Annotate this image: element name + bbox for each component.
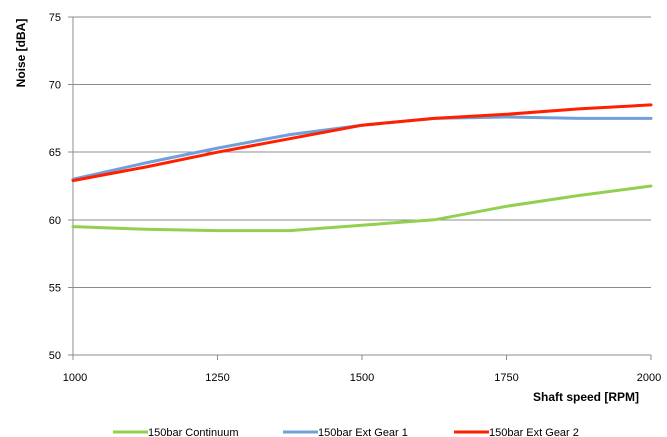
- y-axis-title: Noise [dBA]: [14, 19, 28, 88]
- y-tick-label-75: 75: [49, 12, 61, 24]
- legend-label-3: 150bar Ext Gear 2: [489, 427, 579, 437]
- series-line-1: [71, 184, 653, 233]
- legend: 150bar Continuum 150bar Ext Gear 1 150bar …: [113, 427, 579, 437]
- y-tick-label-50: 50: [49, 350, 61, 362]
- x-tick-label-1500: 1500: [350, 372, 374, 384]
- legend-label-2: 150bar Ext Gear 1: [318, 427, 408, 437]
- x-tick-label-1750: 1750: [494, 372, 518, 384]
- axis-layer: [68, 16, 652, 360]
- y-tick-label-60: 60: [49, 215, 61, 227]
- y-tick-label-70: 70: [49, 80, 61, 92]
- x-tick-label-1000: 1000: [63, 372, 87, 384]
- x-tick-label-1250: 1250: [205, 372, 229, 384]
- y-tick-label-55: 55: [49, 282, 61, 294]
- series-line-3: [71, 103, 653, 183]
- x-axis-title: Shaft speed [RPM]: [533, 390, 639, 404]
- y-tick-label-65: 65: [49, 147, 61, 159]
- tick-label-layer: 50 55 60 65 70 75 1000 1250 1500 1750 2000: [49, 12, 661, 384]
- legend-label-1: 150bar Continuum: [148, 427, 239, 437]
- x-tick-label-2000: 2000: [637, 372, 661, 384]
- grid-layer: [73, 16, 651, 288]
- series-layer: [71, 103, 653, 233]
